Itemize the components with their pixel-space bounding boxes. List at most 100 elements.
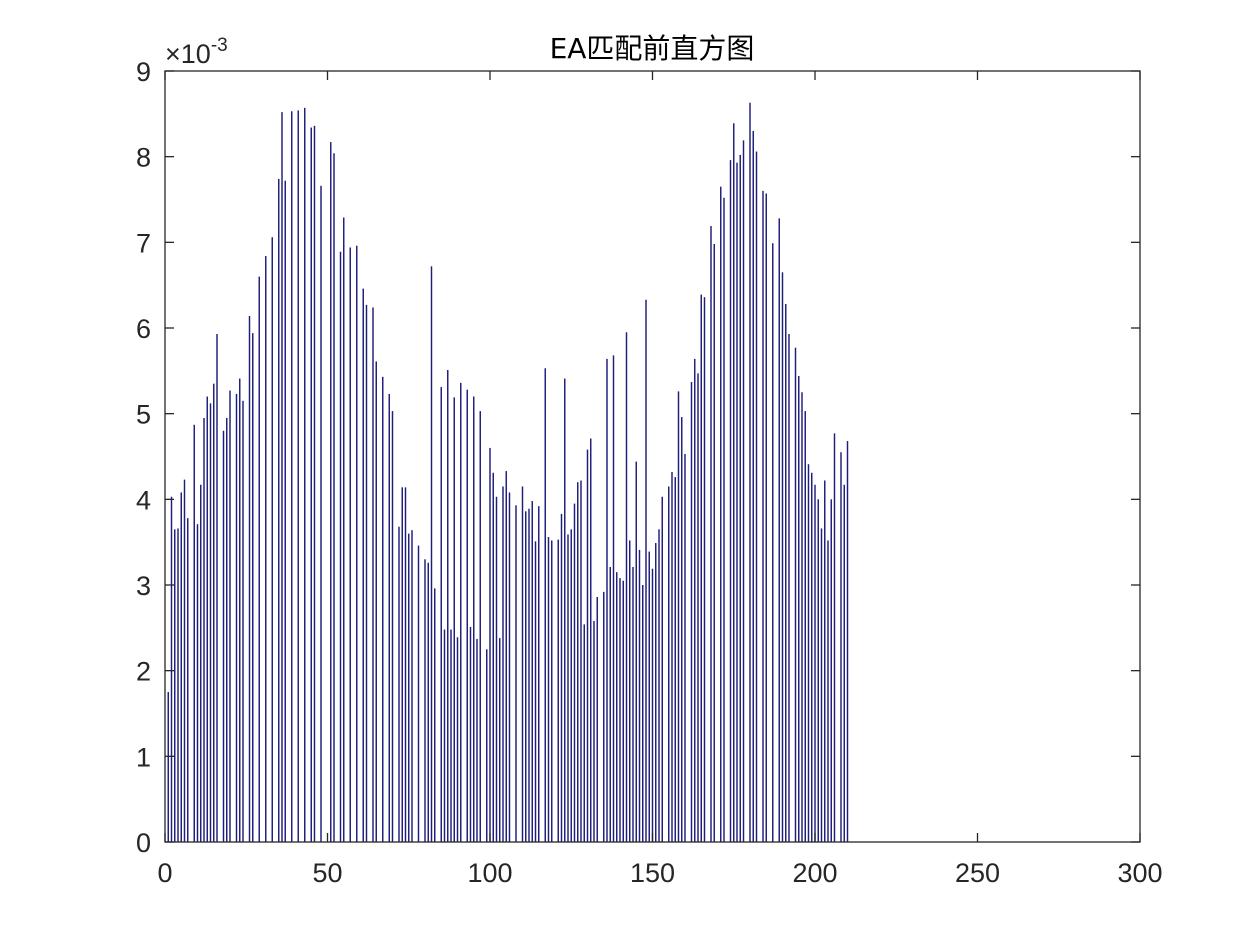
bar — [642, 585, 644, 842]
bar — [213, 383, 215, 842]
bar — [200, 484, 202, 842]
bar — [742, 140, 745, 842]
y-tick-label: 3 — [136, 571, 151, 601]
bar — [538, 506, 540, 842]
bar — [304, 107, 306, 843]
bar — [593, 620, 595, 842]
y-tick-label: 7 — [136, 228, 151, 258]
bar — [456, 637, 459, 842]
bar — [583, 624, 585, 842]
bar — [206, 396, 208, 842]
bar — [281, 112, 283, 843]
bar — [508, 492, 511, 842]
x-tick-label: 200 — [792, 858, 837, 888]
bar — [703, 297, 706, 842]
bar — [408, 533, 410, 842]
bar — [677, 391, 680, 842]
bar — [391, 411, 394, 842]
bar — [713, 244, 715, 843]
bar — [170, 496, 173, 842]
bar — [424, 559, 426, 842]
bar — [749, 102, 751, 842]
bar — [830, 499, 832, 842]
bar — [720, 186, 722, 842]
bar — [736, 162, 738, 842]
bar — [525, 511, 527, 842]
bar — [606, 358, 608, 842]
bar — [209, 403, 212, 842]
bar — [804, 411, 806, 842]
bar — [785, 304, 787, 842]
bar — [733, 123, 735, 842]
bar — [466, 389, 468, 842]
bar — [528, 508, 530, 842]
bar — [807, 464, 810, 842]
bar — [460, 382, 462, 842]
bar — [216, 334, 218, 842]
y-tick-label: 0 — [136, 828, 151, 858]
bar — [632, 567, 634, 842]
bar — [222, 430, 225, 842]
bar — [278, 178, 280, 842]
bar — [453, 397, 455, 842]
bar — [333, 153, 335, 843]
bar — [476, 638, 478, 842]
y-tick-labels: 0 1 2 3 4 5 6 7 8 9 — [136, 57, 151, 858]
bar — [781, 272, 784, 842]
bar — [343, 217, 345, 843]
bar — [248, 316, 251, 842]
bar — [411, 530, 413, 842]
bar — [772, 243, 774, 842]
bar — [291, 111, 293, 842]
bar — [183, 479, 186, 842]
bar — [573, 503, 576, 842]
bar — [755, 151, 758, 842]
bar — [694, 358, 696, 842]
y-tick-label: 9 — [136, 57, 151, 87]
y-tick-label: 6 — [136, 314, 151, 344]
bar — [499, 638, 501, 842]
bar — [495, 496, 498, 842]
bar — [235, 393, 238, 842]
bar — [723, 197, 725, 843]
bar — [492, 472, 494, 842]
x-tick-labels: 0 50 100 150 200 250 300 — [157, 858, 1162, 888]
bar — [180, 492, 182, 842]
bar — [655, 543, 657, 842]
bar — [473, 396, 475, 842]
bar — [778, 218, 780, 843]
bar — [586, 449, 589, 842]
bar — [229, 390, 231, 842]
bar — [684, 453, 686, 842]
bar — [612, 355, 615, 842]
bar — [271, 237, 273, 842]
bar — [320, 185, 322, 843]
bar — [375, 361, 377, 842]
bar — [479, 411, 481, 842]
bar — [681, 417, 683, 842]
bar — [616, 572, 618, 842]
y-tick-label: 8 — [136, 143, 151, 173]
bar — [505, 471, 507, 842]
bar — [846, 441, 849, 842]
bar — [167, 692, 169, 842]
bar — [567, 534, 569, 842]
bar — [447, 369, 449, 842]
bar — [242, 400, 244, 842]
bar — [521, 486, 524, 842]
axes-box — [164, 70, 1141, 843]
bar — [417, 545, 420, 842]
bar — [450, 629, 452, 842]
bar — [544, 368, 546, 842]
bar — [469, 626, 472, 842]
bar — [187, 518, 189, 842]
bar — [284, 180, 286, 842]
bar — [356, 245, 358, 842]
bar — [560, 513, 563, 842]
bar — [570, 529, 572, 842]
bar — [814, 484, 816, 842]
x-tick-label: 50 — [312, 858, 342, 888]
bar — [674, 477, 676, 842]
bar — [534, 541, 537, 842]
bar — [619, 578, 621, 842]
